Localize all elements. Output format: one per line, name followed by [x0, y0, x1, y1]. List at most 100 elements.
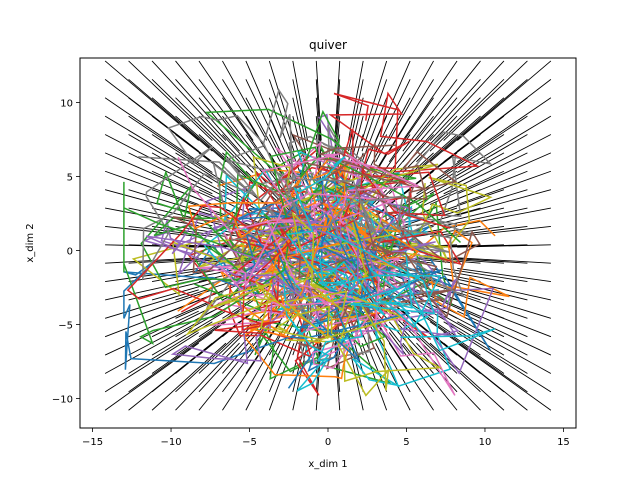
quiver-arrow [388, 115, 434, 173]
quiver-arrow [315, 79, 322, 152]
quiver-arrow [443, 332, 528, 393]
quiver-arrow [128, 60, 213, 141]
y-tick-label: −5 [58, 320, 73, 331]
y-axis-label: x_dim 2 [25, 223, 36, 262]
quiver-arrow [292, 97, 309, 162]
quiver-arrow [198, 332, 254, 393]
quiver-arrow [429, 342, 505, 411]
quiver-arrow [457, 332, 552, 393]
quiver-arrow [105, 207, 199, 227]
quiver-arrow [456, 60, 552, 141]
quiver-arrow [268, 321, 295, 374]
quiver-arrow [128, 300, 213, 338]
trajectory-line [140, 150, 369, 319]
quiver-arrow [443, 342, 528, 411]
quiver-arrow [402, 189, 458, 216]
quiver-arrow [429, 60, 505, 141]
quiver-arrow [457, 97, 552, 163]
x-tick-label: 15 [557, 437, 570, 448]
quiver-arrow [175, 257, 240, 264]
quiver-arrow [457, 342, 552, 411]
quiver-arrow [416, 79, 481, 152]
quiver-arrow [222, 97, 268, 163]
quiver-arrow [361, 97, 388, 163]
quiver-arrow [429, 321, 505, 374]
quiver-arrow [175, 97, 240, 163]
quiver-arrow [315, 60, 322, 141]
quiver-arrow [198, 115, 254, 173]
quiver-arrow [175, 79, 240, 152]
quiver-arrow [104, 60, 200, 141]
quiver-arrow [443, 207, 528, 227]
quiver-arrow [457, 289, 552, 319]
trajectory-line [281, 249, 422, 392]
y-tick-label: 5 [67, 172, 73, 183]
quiver-arrow [268, 342, 295, 411]
trajectory-line [185, 211, 404, 341]
x-tick-label: −10 [160, 437, 181, 448]
x-tick-label: 5 [403, 437, 409, 448]
quiver-arrow [443, 115, 528, 173]
quiver-arrow [334, 60, 341, 141]
quiver-arrow [128, 332, 213, 393]
quiver-arrow [104, 342, 199, 411]
quiver-arrow [104, 289, 199, 319]
quiver-arrow [388, 332, 434, 393]
quiver-arrow [443, 189, 528, 216]
quiver-arrow [416, 332, 481, 393]
quiver-arrow [416, 300, 481, 338]
y-tick-label: 0 [67, 246, 73, 257]
quiver-arrow [375, 342, 411, 411]
quiver-arrow [198, 60, 254, 141]
quiver-arrow [104, 115, 199, 173]
quiver-arrow [457, 189, 552, 216]
trajectory-line [297, 153, 406, 370]
quiver-arrow [151, 268, 227, 283]
quiver-arrow [388, 342, 434, 411]
quiver-arrow [245, 79, 281, 152]
quiver-arrow [443, 300, 528, 338]
quiver-arrow [198, 79, 254, 152]
trajectory-line [126, 169, 451, 335]
quiver-arrow [456, 78, 552, 152]
x-tick-label: −15 [82, 437, 103, 448]
trajectory-line [123, 109, 462, 345]
quiver-arrow [175, 60, 240, 141]
trajectory-line [142, 114, 315, 281]
quiver-arrow [151, 79, 227, 152]
quiver-arrow [402, 207, 458, 227]
quiver-arrow [198, 342, 254, 411]
quiver-arrow [375, 115, 411, 173]
trajectory-line [223, 215, 481, 326]
quiver-arrow [457, 278, 551, 301]
quiver-arrow [457, 207, 551, 227]
quiver-arrow [268, 332, 295, 393]
quiver-arrow [457, 321, 552, 374]
quiver-arrow [128, 115, 213, 173]
quiver-arrow [443, 60, 528, 141]
quiver-arrow [429, 97, 505, 163]
quiver-arrow [361, 79, 388, 152]
quiver-arrow [198, 97, 254, 163]
quiver-arrow [361, 342, 388, 411]
quiver-arrow [292, 321, 309, 374]
quiver-arrow [443, 289, 528, 319]
quiver-arrow [128, 207, 213, 227]
quiver-arrow [429, 310, 505, 356]
quiver-arrow [104, 97, 199, 163]
quiver-arrow [151, 189, 227, 216]
quiver-arrow [457, 257, 551, 264]
quiver-arrow [457, 170, 552, 205]
quiver-arrow [151, 97, 227, 163]
quiver-arrow [429, 79, 505, 152]
quiver-arrow [416, 60, 481, 141]
quiver-arrow [457, 115, 552, 173]
quiver-arrow [128, 79, 213, 152]
trajectory-line [225, 88, 465, 298]
quiver-arrow [245, 97, 281, 163]
quiver-arrow [375, 332, 411, 393]
quiver-arrow [402, 134, 458, 184]
quiver-arrow [175, 342, 240, 411]
chart-title: quiver [309, 38, 347, 52]
